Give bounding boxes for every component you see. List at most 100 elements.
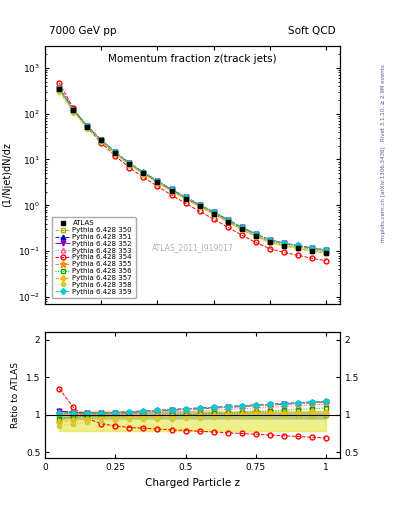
Pythia 6.428 352: [57, 84, 62, 91]
Pythia 6.428 350: [310, 248, 314, 254]
Pythia 6.428 359: [296, 242, 300, 248]
Pythia 6.428 353: [169, 187, 174, 193]
Pythia 6.428 352: [169, 186, 174, 193]
Pythia 6.428 352: [211, 209, 216, 215]
Pythia 6.428 356: [211, 210, 216, 217]
Pythia 6.428 356: [197, 203, 202, 209]
Pythia 6.428 350: [197, 203, 202, 209]
Pythia 6.428 353: [113, 150, 118, 156]
Text: Rivet 3.1.10, ≥ 2.9M events: Rivet 3.1.10, ≥ 2.9M events: [381, 64, 386, 141]
Pythia 6.428 355: [323, 247, 328, 253]
Pythia 6.428 352: [225, 217, 230, 223]
Pythia 6.428 351: [141, 169, 146, 176]
Pythia 6.428 350: [155, 179, 160, 185]
Pythia 6.428 353: [85, 123, 90, 130]
Pythia 6.428 355: [211, 209, 216, 215]
Pythia 6.428 358: [281, 243, 286, 249]
Pythia 6.428 356: [239, 226, 244, 232]
Pythia 6.428 352: [281, 240, 286, 246]
Pythia 6.428 350: [141, 170, 146, 176]
Pythia 6.428 358: [225, 219, 230, 225]
Pythia 6.428 357: [183, 196, 188, 202]
Pythia 6.428 351: [281, 240, 286, 246]
Text: mcplots.cern.ch [arXiv:1306.3436]: mcplots.cern.ch [arXiv:1306.3436]: [381, 147, 386, 242]
Pythia 6.428 355: [296, 243, 300, 249]
Pythia 6.428 355: [85, 123, 90, 130]
Pythia 6.428 351: [169, 186, 174, 193]
Pythia 6.428 358: [211, 211, 216, 218]
Pythia 6.428 354: [197, 208, 202, 215]
Pythia 6.428 359: [127, 160, 132, 166]
Pythia 6.428 357: [281, 242, 286, 248]
Pythia 6.428 352: [197, 202, 202, 208]
Pythia 6.428 350: [127, 161, 132, 167]
Pythia 6.428 351: [71, 106, 75, 113]
Line: Pythia 6.428 354: Pythia 6.428 354: [57, 80, 328, 263]
Pythia 6.428 356: [267, 239, 272, 245]
Line: Pythia 6.428 357: Pythia 6.428 357: [57, 89, 328, 254]
Pythia 6.428 354: [141, 174, 146, 180]
Pythia 6.428 354: [57, 80, 62, 86]
Pythia 6.428 356: [281, 242, 286, 248]
Pythia 6.428 354: [310, 255, 314, 261]
Pythia 6.428 358: [155, 180, 160, 186]
Pythia 6.428 359: [155, 178, 160, 184]
Pythia 6.428 352: [71, 106, 75, 113]
Pythia 6.428 357: [323, 249, 328, 255]
Pythia 6.428 356: [296, 244, 300, 250]
Pythia 6.428 351: [323, 247, 328, 253]
Pythia 6.428 359: [267, 237, 272, 243]
Pythia 6.428 353: [253, 231, 258, 238]
Pythia 6.428 355: [239, 224, 244, 230]
Pythia 6.428 350: [253, 233, 258, 240]
Pythia 6.428 353: [211, 210, 216, 216]
Pythia 6.428 351: [127, 160, 132, 166]
Pythia 6.428 359: [85, 123, 90, 130]
Pythia 6.428 351: [239, 224, 244, 230]
Pythia 6.428 353: [267, 238, 272, 244]
Pythia 6.428 358: [253, 234, 258, 240]
Pythia 6.428 350: [113, 150, 118, 156]
Legend: ATLAS, Pythia 6.428 350, Pythia 6.428 351, Pythia 6.428 352, Pythia 6.428 353, P: ATLAS, Pythia 6.428 350, Pythia 6.428 35…: [51, 217, 136, 298]
Pythia 6.428 355: [99, 137, 104, 143]
Pythia 6.428 356: [127, 161, 132, 167]
Text: ATLAS_2011_I919017: ATLAS_2011_I919017: [152, 243, 233, 252]
Pythia 6.428 356: [71, 108, 75, 114]
Pythia 6.428 359: [113, 149, 118, 155]
Pythia 6.428 357: [197, 203, 202, 209]
Pythia 6.428 358: [85, 125, 90, 132]
Pythia 6.428 355: [169, 186, 174, 193]
Pythia 6.428 356: [57, 87, 62, 93]
Pythia 6.428 356: [141, 170, 146, 177]
Pythia 6.428 350: [267, 240, 272, 246]
Pythia 6.428 355: [183, 194, 188, 200]
Pythia 6.428 350: [296, 245, 300, 251]
Pythia 6.428 352: [141, 169, 146, 176]
Pythia 6.428 357: [141, 170, 146, 177]
Line: Pythia 6.428 355: Pythia 6.428 355: [56, 85, 329, 253]
Pythia 6.428 359: [71, 106, 75, 113]
Pythia 6.428 358: [169, 188, 174, 195]
Pythia 6.428 350: [169, 187, 174, 194]
Pythia 6.428 353: [239, 225, 244, 231]
Pythia 6.428 358: [323, 250, 328, 256]
Pythia 6.428 354: [296, 252, 300, 258]
Pythia 6.428 358: [127, 162, 132, 168]
Pythia 6.428 358: [141, 172, 146, 178]
Pythia 6.428 357: [71, 109, 75, 115]
Pythia 6.428 354: [239, 232, 244, 238]
Pythia 6.428 357: [296, 245, 300, 251]
Pythia 6.428 355: [281, 240, 286, 246]
Pythia 6.428 354: [71, 105, 75, 111]
Pythia 6.428 350: [71, 107, 75, 113]
Pythia 6.428 358: [197, 204, 202, 210]
Pythia 6.428 359: [141, 169, 146, 176]
Pythia 6.428 353: [225, 217, 230, 223]
Pythia 6.428 350: [225, 219, 230, 225]
Pythia 6.428 359: [323, 247, 328, 253]
Pythia 6.428 359: [99, 137, 104, 143]
Pythia 6.428 357: [169, 188, 174, 194]
Pythia 6.428 356: [323, 248, 328, 254]
Pythia 6.428 354: [253, 239, 258, 245]
Pythia 6.428 351: [267, 237, 272, 243]
